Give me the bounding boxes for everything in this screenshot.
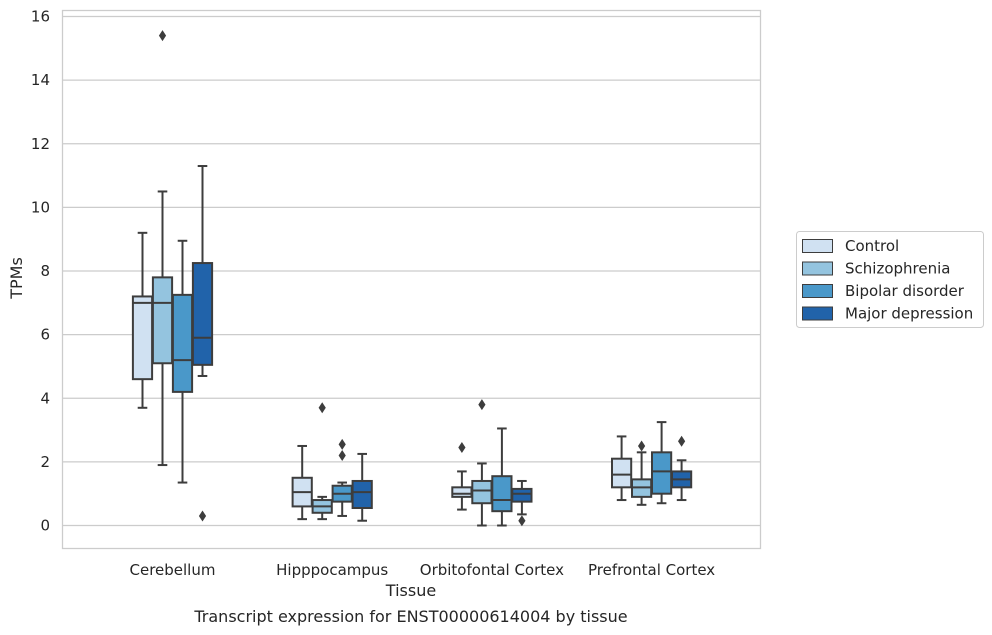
legend: Control Schizophrenia Bipolar disorder Majo…	[796, 231, 984, 328]
box-hipppocampus-control	[291, 444, 313, 521]
iqr-box	[611, 457, 633, 489]
x-tick-label: Prefrontal Cortex	[588, 561, 715, 579]
legend-label: Schizophrenia	[845, 260, 950, 278]
legend-entries: Control Schizophrenia Bipolar disorder Majo…	[802, 237, 973, 323]
x-tick-label: Hipppocampus	[276, 561, 388, 579]
box-hipppocampus-schizophrenia	[311, 402, 333, 521]
box-prefrontal-cortex-control	[611, 435, 633, 502]
box-orbitofontal-cortex-bipolar-disorder	[491, 427, 513, 527]
iqr-box	[351, 479, 373, 510]
y-tick-label: 16	[31, 8, 50, 26]
outlier-point	[478, 399, 486, 411]
box-cerebellum-bipolar-disorder	[171, 239, 194, 484]
y-tick-label: 4	[40, 389, 50, 407]
legend-label: Bipolar disorder	[845, 282, 965, 300]
legend-label: Control	[845, 237, 899, 255]
iqr-box	[651, 451, 673, 495]
y-tick-label: 14	[31, 71, 50, 89]
iqr-box	[451, 486, 473, 498]
box-hipppocampus-bipolar-disorder	[331, 438, 353, 517]
y-tick-label: 8	[40, 262, 50, 280]
outlier-point	[158, 30, 167, 42]
legend-swatch	[802, 239, 833, 253]
chart-caption: Transcript expression for ENST0000061400…	[193, 607, 627, 626]
outlier-point	[198, 510, 207, 522]
y-tick-label: 0	[40, 517, 50, 535]
outlier-point	[518, 515, 526, 527]
box-cerebellum-major-depression	[191, 165, 214, 522]
box-prefrontal-cortex-schizophrenia	[631, 440, 653, 506]
box-hipppocampus-major-depression	[351, 452, 373, 522]
y-tick-labels: 0 2 4 6 8 10 12 14 16	[31, 8, 50, 535]
outlier-point	[638, 440, 646, 452]
box-orbitofontal-cortex-control	[451, 442, 473, 511]
iqr-box	[131, 295, 154, 381]
gridlines	[62, 15, 761, 527]
outlier-point	[338, 450, 346, 462]
outlier-point	[678, 435, 686, 447]
x-tick-label: Orbitofontal Cortex	[420, 561, 564, 579]
iqr-box	[151, 276, 174, 365]
iqr-box	[471, 479, 493, 505]
y-axis-label: TPMs	[7, 257, 26, 300]
outlier-point	[318, 402, 326, 414]
x-tick-label: Cerebellum	[130, 561, 216, 579]
boxes	[131, 30, 693, 527]
iqr-box	[191, 262, 214, 366]
box-orbitofontal-cortex-major-depression	[511, 479, 533, 527]
box-prefrontal-cortex-major-depression	[671, 435, 693, 502]
legend-frame	[796, 231, 984, 328]
iqr-box	[171, 293, 194, 393]
box-cerebellum-control	[131, 231, 154, 409]
box-prefrontal-cortex-bipolar-disorder	[651, 421, 673, 505]
legend-swatch	[802, 284, 833, 298]
outlier-point	[458, 442, 466, 454]
x-tick-labels: Cerebellum Hipppocampus Orbitofontal Corte…	[130, 561, 716, 579]
y-tick-label: 10	[31, 198, 50, 216]
y-tick-label: 6	[40, 326, 50, 344]
box-orbitofontal-cortex-schizophrenia	[471, 399, 493, 527]
iqr-box	[491, 475, 513, 513]
iqr-box	[511, 487, 533, 503]
legend-swatch	[802, 261, 833, 276]
box-cerebellum-schizophrenia	[151, 30, 174, 467]
plot-frame	[61, 9, 762, 550]
y-tick-label: 2	[40, 453, 50, 471]
legend-swatch	[802, 306, 833, 321]
x-axis-label: Tissue	[385, 581, 436, 600]
outlier-point	[338, 438, 346, 450]
legend-label: Major depression	[845, 305, 973, 323]
y-tick-label: 12	[31, 135, 50, 153]
